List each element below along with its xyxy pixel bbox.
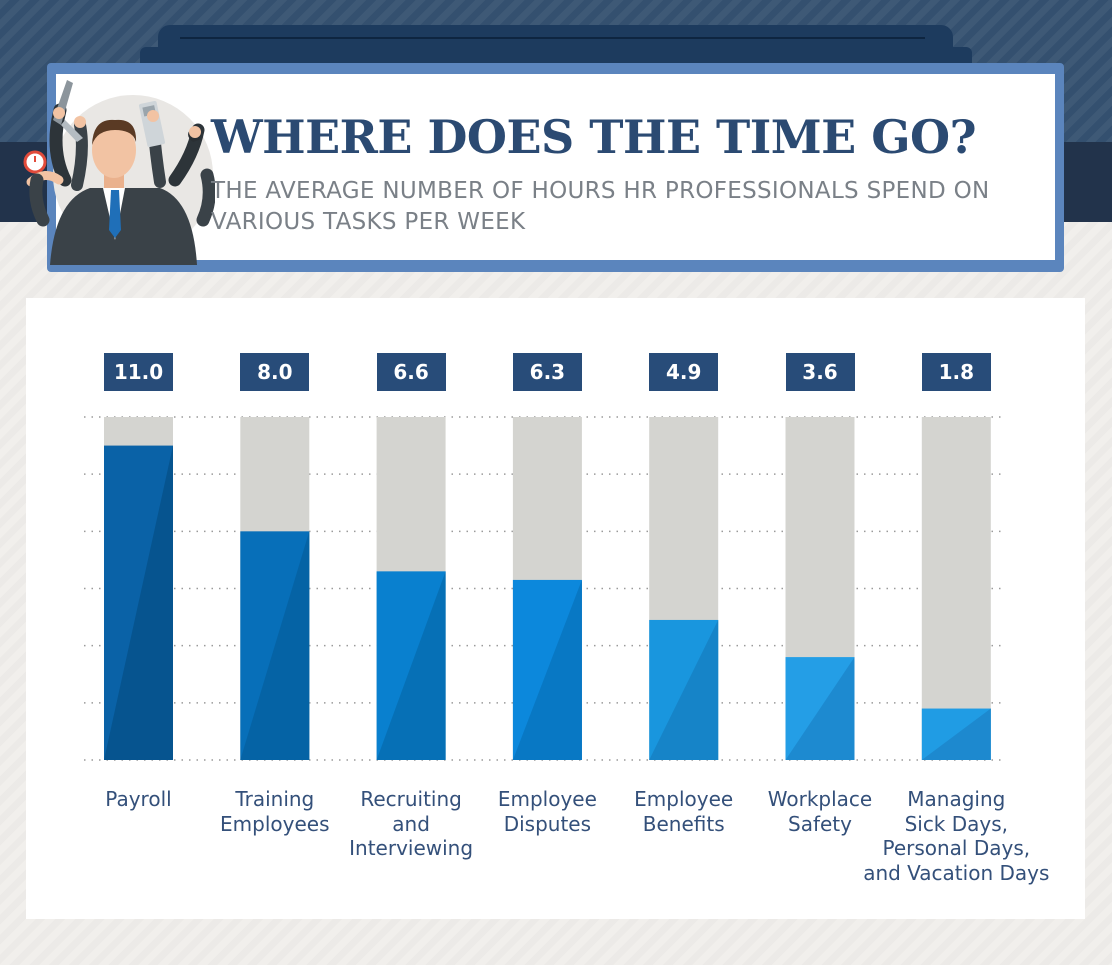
bar-shade: [376, 571, 446, 760]
chart-card: 11.0 8.0 6.6 6.3 4.9 3.6 1.8 Payroll Training E…: [26, 298, 1085, 919]
category-label: Employee Disputes: [497, 787, 597, 836]
value-label: 3.6: [785, 353, 855, 391]
category-label: Employee Benefits: [634, 787, 734, 836]
page-subtitle: THE AVERAGE NUMBER OF HOURS HR PROFESSIO…: [211, 178, 990, 235]
category-label: Payroll: [105, 787, 172, 811]
category-label: Workplace Safety: [767, 787, 873, 836]
multitasking-businessman-icon: [15, 70, 216, 265]
bar-track: [921, 417, 991, 760]
bar-chart: [84, 416, 1006, 761]
value-label: 4.9: [649, 353, 719, 391]
title-card: [56, 74, 1055, 260]
bar-shade: [785, 657, 855, 760]
page-title: WHERE DOES THE TIME GO?: [211, 110, 977, 164]
value-label: 6.6: [376, 353, 446, 391]
bar-shade: [512, 579, 582, 760]
category-label: Managing Sick Days, Personal Days, and V…: [863, 787, 1050, 885]
value-label: 11.0: [104, 353, 173, 391]
value-label: 6.3: [512, 353, 582, 391]
tab-divider: [180, 37, 925, 39]
value-label: 1.8: [921, 353, 991, 391]
bar-shade: [921, 708, 991, 760]
bar-shade: [649, 619, 719, 760]
bar-shade: [240, 531, 310, 760]
category-label: Recruiting and Interviewing: [349, 787, 474, 860]
category-label: Training Employees: [220, 787, 330, 836]
value-label: 8.0: [240, 353, 310, 391]
